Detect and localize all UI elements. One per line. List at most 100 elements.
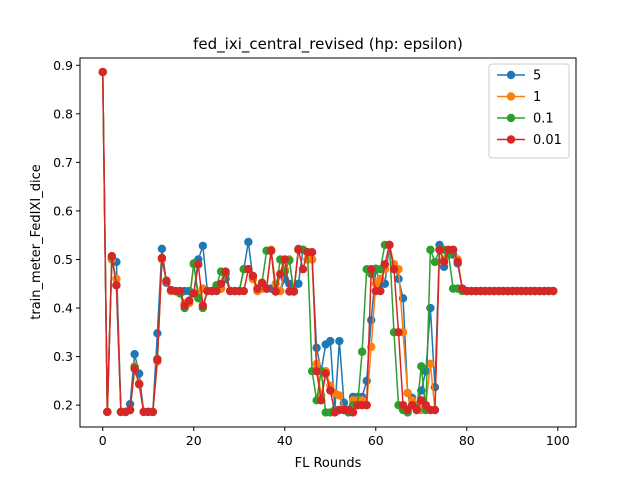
x-axis-label: FL Rounds bbox=[295, 456, 362, 471]
y-axis: 0.2 0.3 0.4 0.5 0.6 0.7 0.8 0.9 bbox=[53, 58, 80, 413]
data-point bbox=[153, 355, 162, 365]
data-point bbox=[248, 271, 258, 281]
data-point bbox=[335, 336, 344, 346]
data-point bbox=[426, 245, 435, 254]
data-point bbox=[326, 386, 335, 395]
data-point bbox=[194, 260, 203, 269]
x-tick-label: 100 bbox=[546, 433, 570, 448]
data-point bbox=[348, 408, 358, 417]
data-point bbox=[453, 257, 462, 267]
data-point bbox=[280, 255, 289, 264]
legend: 5 1 0.1 0.01 bbox=[488, 63, 570, 159]
data-point bbox=[244, 265, 253, 274]
data-point bbox=[189, 289, 198, 298]
data-point bbox=[316, 396, 326, 405]
data-point bbox=[426, 303, 435, 313]
data-point bbox=[221, 267, 230, 276]
data-point bbox=[103, 407, 112, 417]
legend-marker bbox=[506, 135, 516, 144]
data-point bbox=[157, 253, 167, 263]
data-point bbox=[266, 246, 276, 255]
data-point bbox=[257, 278, 267, 287]
y-tick-label: 0.7 bbox=[53, 155, 73, 170]
y-tick-label: 0.9 bbox=[53, 58, 73, 73]
legend-marker bbox=[506, 70, 516, 80]
data-point bbox=[430, 405, 440, 415]
data-point bbox=[367, 315, 376, 325]
data-point bbox=[403, 388, 412, 398]
legend-label: 0.01 bbox=[533, 133, 562, 148]
data-point bbox=[307, 248, 317, 257]
legend-item: 5 bbox=[497, 69, 541, 84]
data-point bbox=[321, 369, 330, 378]
data-point bbox=[198, 301, 208, 310]
y-tick-label: 0.3 bbox=[53, 349, 73, 364]
data-point bbox=[294, 245, 303, 254]
x-tick-label: 60 bbox=[368, 433, 384, 448]
data-point bbox=[294, 279, 303, 288]
data-point bbox=[394, 328, 403, 337]
data-point bbox=[335, 391, 344, 400]
legend-label: 1 bbox=[533, 90, 541, 105]
data-point bbox=[417, 362, 426, 371]
data-point bbox=[148, 407, 158, 417]
data-point bbox=[326, 336, 335, 346]
data-point bbox=[107, 251, 117, 261]
data-point bbox=[130, 349, 139, 359]
data-point bbox=[426, 359, 435, 369]
data-point bbox=[389, 265, 399, 274]
plot-frame bbox=[79, 57, 577, 428]
data-point bbox=[412, 405, 421, 415]
data-point bbox=[185, 296, 194, 305]
y-tick-label: 0.5 bbox=[53, 252, 73, 267]
data-point bbox=[157, 244, 167, 254]
x-tick-label: 80 bbox=[459, 433, 475, 448]
data-point bbox=[198, 241, 208, 251]
data-point bbox=[212, 286, 221, 296]
legend-marker bbox=[506, 113, 516, 123]
data-point bbox=[367, 265, 376, 274]
data-point bbox=[289, 287, 299, 296]
data-point bbox=[549, 286, 558, 296]
data-point bbox=[380, 260, 390, 269]
data-point bbox=[239, 286, 249, 296]
legend-item: 0.1 bbox=[497, 112, 554, 127]
legend-frame bbox=[488, 63, 570, 159]
data-point bbox=[125, 405, 135, 415]
legend-label: 0.1 bbox=[533, 112, 554, 127]
data-point bbox=[362, 400, 371, 410]
data-point bbox=[112, 281, 121, 290]
data-point bbox=[430, 257, 440, 267]
data-point bbox=[98, 67, 107, 77]
data-point bbox=[357, 347, 367, 356]
x-tick-label: 0 bbox=[99, 433, 107, 448]
legend-item: 1 bbox=[497, 90, 541, 105]
legend-item: 0.01 bbox=[497, 133, 562, 148]
data-point bbox=[162, 276, 171, 286]
chart-title: fed_ixi_central_revised (hp: epsilon) bbox=[193, 35, 463, 54]
y-tick-label: 0.8 bbox=[53, 106, 73, 121]
data-point bbox=[435, 245, 444, 254]
legend-marker bbox=[506, 92, 516, 101]
y-tick-label: 0.2 bbox=[53, 398, 73, 413]
data-point bbox=[376, 286, 385, 296]
data-point bbox=[175, 286, 185, 296]
data-point bbox=[253, 284, 262, 293]
data-point bbox=[262, 284, 271, 293]
legend-label: 5 bbox=[533, 69, 541, 84]
data-point bbox=[439, 257, 449, 267]
data-point bbox=[276, 269, 285, 279]
data-point bbox=[216, 279, 226, 288]
y-tick-label: 0.6 bbox=[53, 203, 73, 218]
data-point bbox=[312, 366, 321, 376]
data-point bbox=[385, 240, 394, 250]
x-axis: 0 20 40 60 80 100 bbox=[99, 427, 570, 448]
data-point bbox=[298, 265, 308, 274]
y-axis-label: train_meter_FedIXI_dice bbox=[29, 164, 44, 319]
data-point bbox=[130, 364, 139, 373]
data-point bbox=[448, 245, 458, 254]
x-tick-label: 20 bbox=[186, 433, 202, 448]
series-0.01 bbox=[98, 67, 558, 417]
